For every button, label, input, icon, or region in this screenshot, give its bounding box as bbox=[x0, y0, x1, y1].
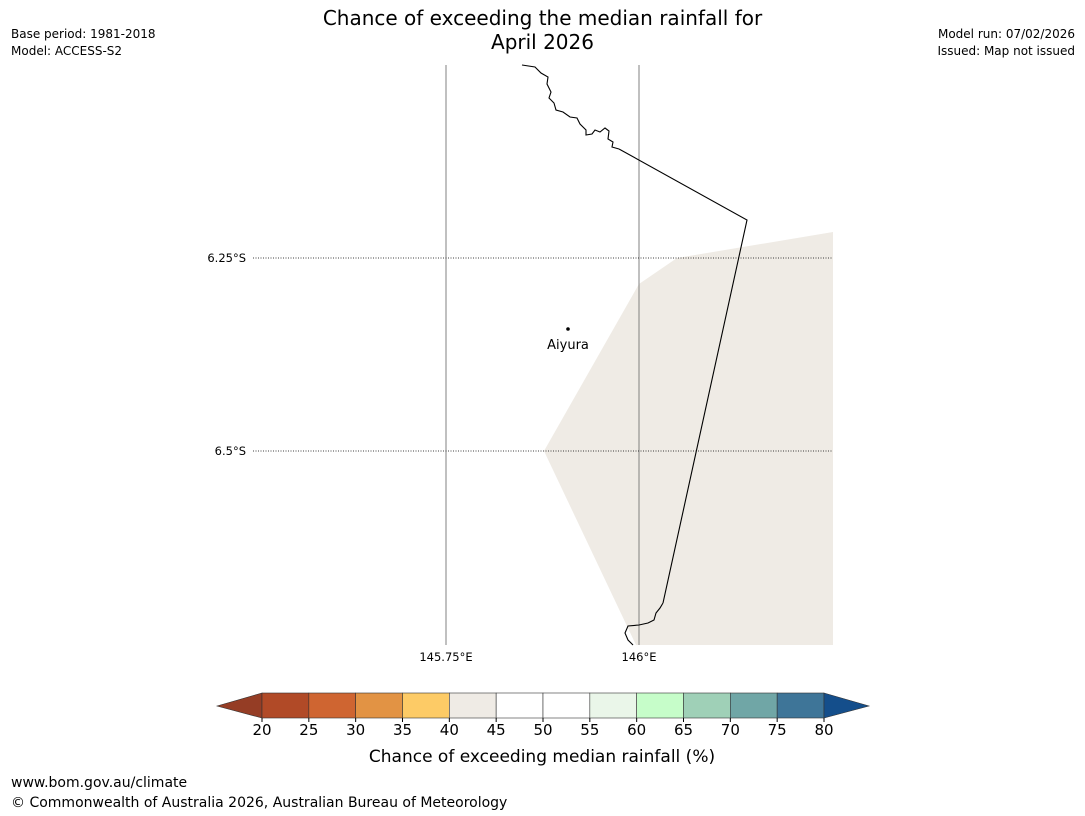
coastline-south bbox=[624, 602, 664, 646]
footer-url[interactable]: www.bom.gov.au/climate bbox=[11, 775, 188, 791]
colorbar-tick-label: 55 bbox=[580, 721, 599, 739]
colorbar-label: Chance of exceeding median rainfall (%) bbox=[369, 747, 715, 767]
title-line-2: April 2026 bbox=[491, 30, 594, 54]
title-line-1: Chance of exceeding the median rainfall … bbox=[322, 6, 763, 30]
model-run-text: Model run: 07/02/2026 bbox=[937, 27, 1075, 41]
lon-label-145-75: 145.75°E bbox=[419, 650, 472, 664]
lat-label-6-25: 6.25°S bbox=[207, 251, 246, 265]
colorbar-segment bbox=[636, 692, 684, 719]
colorbar-segment bbox=[355, 692, 403, 719]
province-border bbox=[618, 148, 748, 604]
lat-label-6-5: 6.5°S bbox=[215, 444, 246, 458]
colorbar-segment bbox=[776, 692, 825, 719]
colorbar-segment bbox=[589, 692, 637, 719]
colorbar-over-arrow bbox=[823, 692, 871, 719]
colorbar-tick-label: 80 bbox=[814, 721, 833, 739]
colorbar-tick-label: 20 bbox=[252, 721, 271, 739]
map-title: Chance of exceeding the median rainfall … bbox=[0, 6, 1085, 54]
colorbar-segment bbox=[449, 692, 497, 719]
meta-left: Base period: 1981-2018 Model: ACCESS-S2 bbox=[11, 26, 156, 60]
colorbar-tick-label: 40 bbox=[440, 721, 459, 739]
colorbar-under-arrow bbox=[215, 692, 263, 719]
aiyura-marker bbox=[566, 327, 570, 331]
model-text: Model: ACCESS-S2 bbox=[11, 44, 123, 58]
forecast-region-fill bbox=[544, 232, 833, 645]
issued-text: Issued: Map not issued bbox=[937, 44, 1075, 58]
coastline bbox=[521, 64, 620, 150]
colorbar-segment bbox=[308, 692, 356, 719]
aiyura-label: Aiyura bbox=[547, 338, 589, 353]
colorbar-tick-label: 35 bbox=[393, 721, 412, 739]
colorbar-segment bbox=[261, 692, 310, 719]
colorbar-segment bbox=[730, 692, 778, 719]
footer-copyright: © Commonwealth of Australia 2026, Austra… bbox=[11, 795, 508, 811]
colorbar-tick-label: 25 bbox=[299, 721, 318, 739]
colorbar-tick-label: 50 bbox=[533, 721, 552, 739]
colorbar: 20 25 30 35 40 45 50 55 60 65 70 75 80 Chance of exc… bbox=[215, 692, 871, 767]
colorbar-segment bbox=[683, 692, 731, 719]
colorbar-tick-label: 75 bbox=[768, 721, 787, 739]
base-period-text: Base period: 1981-2018 bbox=[11, 27, 156, 41]
colorbar-tick-label: 70 bbox=[721, 721, 740, 739]
colorbar-segment bbox=[542, 692, 591, 719]
colorbar-segment bbox=[495, 692, 544, 719]
meta-right: Model run: 07/02/2026 Issued: Map not is… bbox=[937, 26, 1075, 60]
colorbar-tick-label: 30 bbox=[346, 721, 365, 739]
colorbar-tick-label: 65 bbox=[674, 721, 693, 739]
lon-label-146: 146°E bbox=[622, 650, 657, 664]
colorbar-segment bbox=[402, 692, 450, 719]
colorbar-tick-label: 45 bbox=[487, 721, 506, 739]
colorbar-tick-label: 60 bbox=[627, 721, 646, 739]
